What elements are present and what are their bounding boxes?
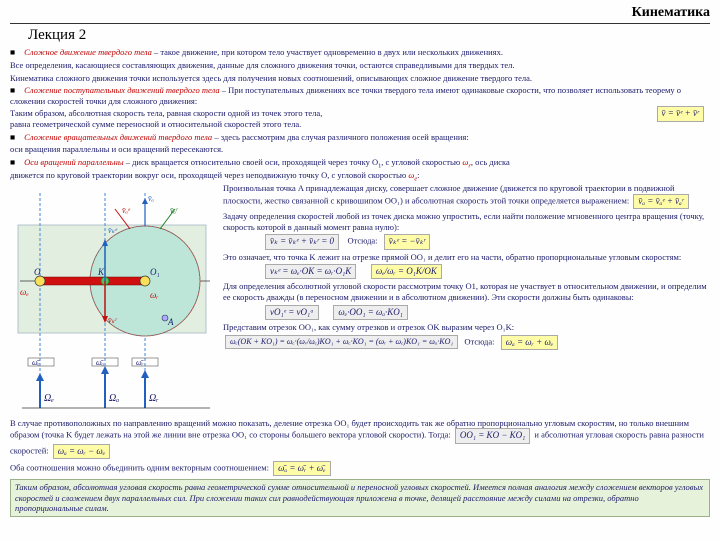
formula-ratio: ωₑ/ωᵣ = O₁K/OK [371,264,442,279]
summary-box: Таким образом, абсолютная угловая скорос… [10,479,710,517]
lbl-hence-2: Отсюда: [464,336,494,346]
p-complex-motion: ■ Сложное движение твердого тела – такое… [10,47,710,58]
p-translational: ■ Сложение поступательных движений тверд… [10,85,710,106]
formula-wa-diff: ωₐ = ωᵣ − ωₑ [53,444,110,459]
r1: Произвольная точка A принадлежащая диску… [223,183,710,209]
formula-va: v̄ₐ = v̄ₐᵉ + v̄ₐʳ [633,194,688,209]
svg-text:ω̄ₐ: ω̄ₐ [96,358,105,367]
svg-text:K: K [97,267,105,277]
p3: Кинематика сложного движения точки испол… [10,73,710,84]
svg-text:v̄ₐʳ: v̄ₐʳ [170,206,179,215]
r4: Для определения абсолютной угловой скоро… [223,281,710,302]
term-parallel-axes: Оси вращений параллельны [24,157,123,167]
p5: Таким образом, абсолютная скорость тела,… [10,108,710,129]
p7: оси вращения параллельны и оси вращений … [10,144,710,155]
p-rotational: ■ Сложение вращательных движений твердог… [10,132,710,143]
svg-text:v̄ₐᵉ: v̄ₐᵉ [122,206,131,215]
formula-abs-vel: v̄ = v̄ᵉ + v̄ʳ [657,106,705,121]
formula-vk-eq: v̄ₖᵉ = −v̄ₖʳ [384,234,431,249]
formula-vk-ok: vₖᵉ = ωₑ·OK = ωᵣ·O₁K [265,264,356,279]
page-title: Кинематика [10,4,710,24]
r3: Это означает, что точка K лежит на отрез… [223,252,710,263]
p2: Все определения, касающиеся составляющих… [10,60,710,71]
formula-vk0: v̄ₖ = v̄ₖᵉ + v̄ₖʳ = 0 [265,234,339,249]
svg-text:v̄ₖᵉ: v̄ₖᵉ [108,226,118,235]
svg-text:Ωₑ: Ωₑ [44,393,54,404]
svg-text:ω̄ᵣ: ω̄ᵣ [136,358,144,367]
rotation-diagram: O O₁ K A ωₑ ωᵣ v̄ₖᵉ v̄ₖʳ v̄ₐᵉ v̄ₐ v̄ₐʳ ω… [10,183,215,415]
b1: В случае противоположных по направлению … [10,418,710,459]
formula-wa: ωₐ = ωᵣ + ωₑ [501,335,558,350]
term-translational: Сложение поступательных движений твердог… [24,85,219,95]
svg-text:Ωₐ: Ωₐ [109,393,119,404]
lecture-heading: Лекция 2 [28,26,710,45]
b3: Оба соотношения можно объединить одним в… [10,461,710,476]
r5: Представим отрезок OO₁, как сумму отрезк… [223,322,710,333]
svg-text:O₁: O₁ [150,267,160,277]
svg-text:A: A [167,317,174,327]
lbl-hence-1: Отсюда: [347,236,377,246]
formula-ext: OO₁ = KO − KO₁ [455,428,530,443]
p-parallel-axes: ■ Оси вращений параллельны – диск вращае… [10,157,710,168]
svg-text:Ωᵣ: Ωᵣ [149,393,159,404]
formula-oo1: ωₑ·OO₁ = ωₐ·KO₁ [333,305,408,320]
p9: движется по круговой траектории вокруг о… [10,170,710,181]
svg-text:ωᵣ: ωᵣ [150,290,159,300]
svg-text:ω̄ₑ: ω̄ₑ [32,358,40,367]
term-rotational: Сложение вращательных движений твердого … [24,132,212,142]
term-complex-motion: Сложное движение твердого тела [24,47,152,57]
r2: Задачу определения скоростей любой из то… [223,211,710,232]
svg-text:O: O [34,267,41,277]
formula-wa-vec: ω̄ₐ = ω̄ᵣ + ω̄ₑ [273,461,330,476]
svg-text:ωₑ: ωₑ [20,287,29,297]
svg-text:v̄ₐ: v̄ₐ [148,194,155,203]
formula-expand: ωₑ(OK + KO₁) = ωₑ·(ωᵣ/ωₑ)KO₁ + ωₑ·KO₁ = … [225,335,458,349]
svg-text:v̄ₖʳ: v̄ₖʳ [108,316,118,325]
formula-vO1: vO₁ᵉ = vO₁ᵃ [265,305,319,320]
